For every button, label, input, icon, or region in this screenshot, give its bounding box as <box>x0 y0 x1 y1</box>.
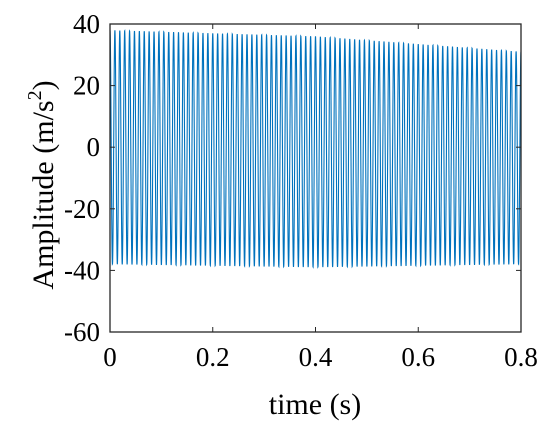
x-tick-label: 0.2 <box>196 342 230 372</box>
y-tick-label: -60 <box>64 317 100 347</box>
signal-series-line-0 <box>109 29 522 269</box>
y-axis-title-superscript: 2 <box>24 90 46 100</box>
y-tick-label: 0 <box>87 132 101 162</box>
y-axis-title: Amplitude (m/s2) <box>24 80 60 289</box>
x-axis-title: time (s) <box>269 388 361 421</box>
x-tick-label: 0.4 <box>299 342 333 372</box>
y-tick-label: -40 <box>64 255 100 285</box>
y-axis-title-close: ) <box>27 80 60 90</box>
y-axis-title-main: Amplitude (m/s <box>27 100 60 289</box>
plot-area <box>109 29 522 269</box>
y-tick-label: 20 <box>73 71 100 101</box>
y-tick-label: 40 <box>73 9 100 39</box>
axes: 0 0.2 0.4 0.6 0.8 -60 -40 -20 0 20 40 <box>64 9 538 372</box>
x-tick-label: 0.6 <box>401 342 435 372</box>
y-tick-label: -20 <box>64 194 100 224</box>
x-tick-label: 0.8 <box>504 342 538 372</box>
x-tick-label: 0 <box>103 342 117 372</box>
